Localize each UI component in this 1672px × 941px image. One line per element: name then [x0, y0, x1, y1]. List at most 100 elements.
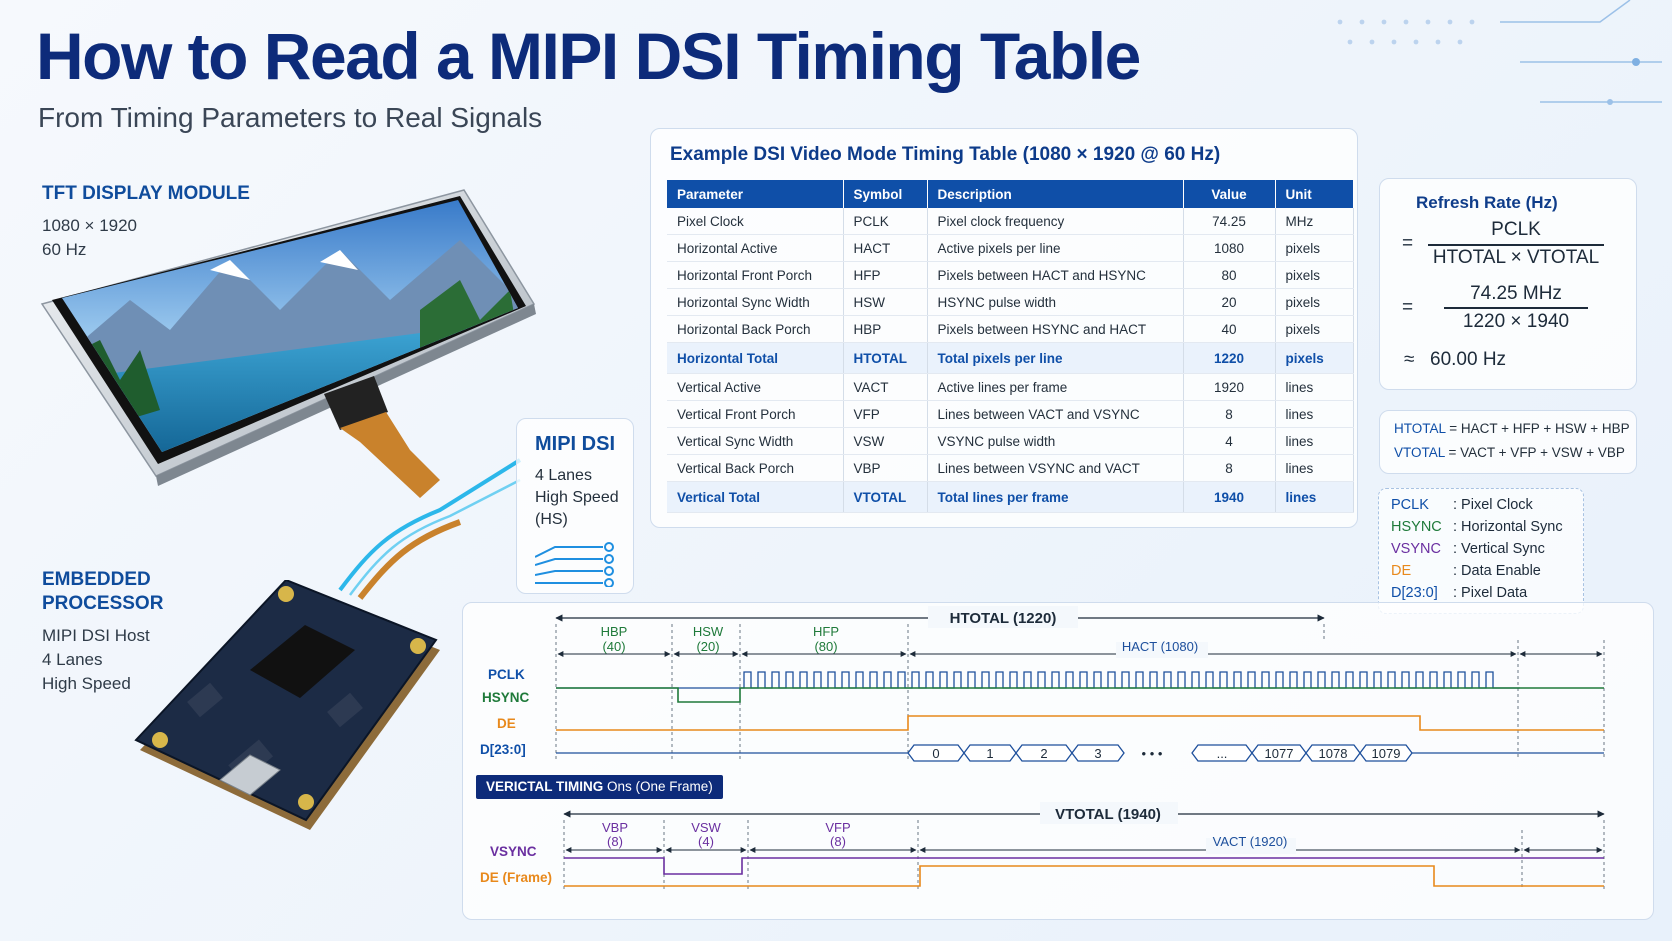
cell-unit: pixels: [1275, 315, 1354, 343]
processor-board-illustration: [134, 580, 440, 830]
dsi-heading: MIPI DSI: [535, 433, 616, 455]
legend-desc: : Vertical Sync: [1453, 541, 1545, 557]
htotal-key: HTOTAL: [1394, 421, 1446, 436]
header-parameter: Parameter: [667, 180, 844, 208]
cell-parameter: Horizontal Front Porch: [667, 261, 844, 289]
cell-unit: lines: [1275, 373, 1354, 401]
refresh-rate-box: Refresh Rate (Hz) = PCLK HTOTAL × VTOTAL…: [1379, 178, 1637, 390]
refresh-rate-label: Refresh Rate (Hz): [1416, 193, 1558, 212]
cell-value: 8: [1183, 454, 1276, 482]
display-module-info: TFT DISPLAY MODULE 1080 × 1920 60 Hz: [42, 182, 250, 262]
cell-parameter: Horizontal Sync Width: [667, 288, 844, 316]
cell-parameter: Vertical Sync Width: [667, 427, 844, 455]
cell-symbol: PCLK: [843, 208, 928, 235]
cell-unit: lines: [1275, 481, 1354, 513]
processor-speed: High Speed: [42, 674, 131, 693]
display-module-heading: TFT DISPLAY MODULE: [42, 183, 250, 204]
legend-item: D[23:0] : Pixel Data: [1391, 585, 1527, 601]
cell-value: 4: [1183, 427, 1276, 455]
legend-desc: : Pixel Data: [1453, 585, 1528, 601]
processor-heading-1: EMBEDDED: [42, 569, 151, 590]
processor-lanes: 4 Lanes: [42, 650, 103, 669]
cell-description: Total pixels per line: [927, 342, 1184, 374]
processor-heading-2: PROCESSOR: [42, 593, 164, 614]
table-row: Horizontal Active HACT Active pixels per l…: [667, 234, 1354, 262]
header-unit: Unit: [1275, 180, 1354, 208]
page-subtitle: From Timing Parameters to Real Signals: [38, 102, 543, 133]
total-formulas-box: HTOTAL = HACT + HFP + HSW + HBP VTOTAL =…: [1379, 410, 1637, 474]
cell-unit: lines: [1275, 400, 1354, 428]
dsi-speed: High Speed: [535, 489, 619, 506]
cell-symbol: HFP: [843, 261, 928, 289]
table-row-total: Horizontal Total HTOTAL Total pixels per l…: [667, 342, 1354, 374]
cell-symbol: HACT: [843, 234, 928, 262]
cell-value: 40: [1183, 315, 1276, 343]
signal-legend: PCLK: Pixel Clock HSYNC: Horizontal Sync…: [1378, 488, 1584, 614]
vertical-timing-tag: VERICTAL TIMING Ons (One Frame): [476, 775, 723, 799]
processor-info: EMBEDDED PROCESSOR MIPI DSI Host 4 Lanes…: [42, 568, 163, 696]
background-decoration: [1337, 0, 1662, 105]
mipi-link-cable: [338, 458, 522, 600]
refresh-rate-result: 60.00 Hz: [1430, 349, 1507, 370]
approx-sign: ≈: [1404, 349, 1415, 370]
cell-parameter: Vertical Active: [667, 373, 844, 401]
cell-parameter: Horizontal Total: [667, 342, 844, 374]
cell-unit: pixels: [1275, 261, 1354, 289]
cell-symbol: HTOTAL: [843, 342, 928, 374]
cell-symbol: VSW: [843, 427, 928, 455]
cell-description: Active pixels per line: [927, 234, 1184, 262]
vtotal-key: VTOTAL: [1394, 445, 1445, 460]
legend-desc: : Data Enable: [1453, 563, 1541, 579]
legend-item: DE : Data Enable: [1391, 563, 1541, 579]
cell-value: 8: [1183, 400, 1276, 428]
table-row: Vertical Active VACT Active lines per fram…: [667, 373, 1354, 401]
cell-unit: pixels: [1275, 342, 1354, 374]
cell-symbol: HBP: [843, 315, 928, 343]
display-resolution: 1080 × 1920: [42, 216, 138, 235]
page-title: How to Read a MIPI DSI Timing Table: [36, 19, 1141, 93]
table-row: Horizontal Back Porch HBP Pixels between H…: [667, 315, 1354, 343]
cell-symbol: VTOTAL: [843, 481, 928, 513]
table-title: Example DSI Video Mode Timing Table (108…: [670, 144, 1221, 165]
cell-description: Pixels between HACT and HSYNC: [927, 261, 1184, 289]
cell-symbol: VACT: [843, 373, 928, 401]
tft-display-illustration: [40, 189, 536, 498]
table-row: Pixel Clock PCLK Pixel clock frequency 74.2…: [667, 208, 1354, 235]
legend-key: DE: [1391, 563, 1412, 579]
cell-parameter: Horizontal Back Porch: [667, 315, 844, 343]
display-refresh: 60 Hz: [42, 240, 87, 259]
timing-diagram-panel: [462, 602, 1654, 920]
cell-parameter: Pixel Clock: [667, 208, 844, 235]
cell-unit: pixels: [1275, 288, 1354, 316]
table-row: Vertical Sync Width VSW VSYNC pulse width 4…: [667, 427, 1354, 455]
header-description: Description: [927, 180, 1184, 208]
fraction-numerator: PCLK: [1491, 219, 1541, 240]
cell-description: Lines between VSYNC and VACT: [927, 454, 1184, 482]
header-symbol: Symbol: [843, 180, 928, 208]
cell-description: Total lines per frame: [927, 481, 1184, 513]
cell-value: 1940: [1183, 481, 1276, 513]
cell-symbol: HSW: [843, 288, 928, 316]
cell-parameter: Horizontal Active: [667, 234, 844, 262]
legend-key: HSYNC: [1391, 519, 1442, 535]
cell-description: VSYNC pulse width: [927, 427, 1184, 455]
dsi-hs: (HS): [535, 511, 568, 528]
cell-description: HSYNC pulse width: [927, 288, 1184, 316]
fraction-bar: [1444, 307, 1588, 309]
legend-key: D[23:0]: [1391, 585, 1438, 601]
table-row-total: Vertical Total VTOTAL Total lines per fram…: [667, 481, 1354, 513]
fraction-bar: [1428, 244, 1604, 246]
cell-description: Lines between VACT and VSYNC: [927, 400, 1184, 428]
cell-parameter: Vertical Total: [667, 481, 844, 513]
equals-sign: =: [1402, 233, 1414, 254]
processor-host: MIPI DSI Host: [42, 626, 150, 645]
cell-unit: MHz: [1275, 208, 1354, 235]
table-row: Vertical Front Porch VFP Lines between VAC…: [667, 400, 1354, 428]
legend-item: HSYNC: Horizontal Sync: [1391, 519, 1563, 535]
cell-symbol: VBP: [843, 454, 928, 482]
cell-parameter: Vertical Front Porch: [667, 400, 844, 428]
dsi-lanes-icon: [535, 542, 614, 587]
cell-value: 1220: [1183, 342, 1276, 374]
cell-value: 74.25: [1183, 208, 1276, 235]
table-row: Vertical Back Porch VBP Lines between VSYN…: [667, 454, 1354, 482]
